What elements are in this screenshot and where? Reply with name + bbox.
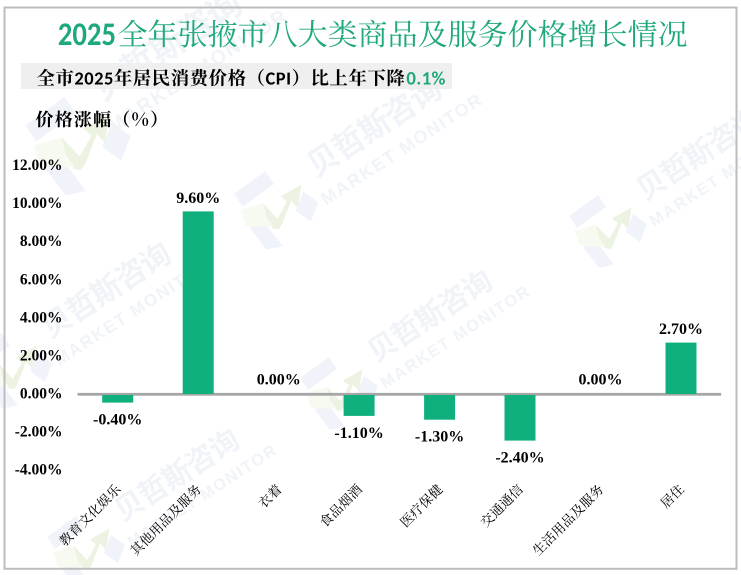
svg-text:12.00%: 12.00%	[12, 157, 62, 174]
svg-text:0.00%: 0.00%	[257, 372, 301, 389]
svg-text:4.00%: 4.00%	[20, 309, 63, 326]
svg-text:0.00%: 0.00%	[20, 385, 63, 402]
svg-text:10.00%: 10.00%	[12, 195, 62, 212]
svg-text:-0.40%: -0.40%	[93, 412, 142, 429]
svg-text:2.00%: 2.00%	[20, 347, 63, 364]
svg-text:-2.40%: -2.40%	[495, 450, 544, 467]
svg-text:9.60%: 9.60%	[176, 190, 220, 207]
svg-text:2.70%: 2.70%	[659, 321, 703, 338]
svg-text:-1.30%: -1.30%	[415, 429, 464, 446]
svg-text:-4.00%: -4.00%	[15, 462, 63, 479]
svg-text:0.00%: 0.00%	[579, 372, 623, 389]
svg-text:6.00%: 6.00%	[20, 271, 63, 288]
svg-text:-2.00%: -2.00%	[15, 423, 63, 440]
svg-text:8.00%: 8.00%	[20, 233, 63, 250]
svg-text:-1.10%: -1.10%	[334, 425, 383, 442]
